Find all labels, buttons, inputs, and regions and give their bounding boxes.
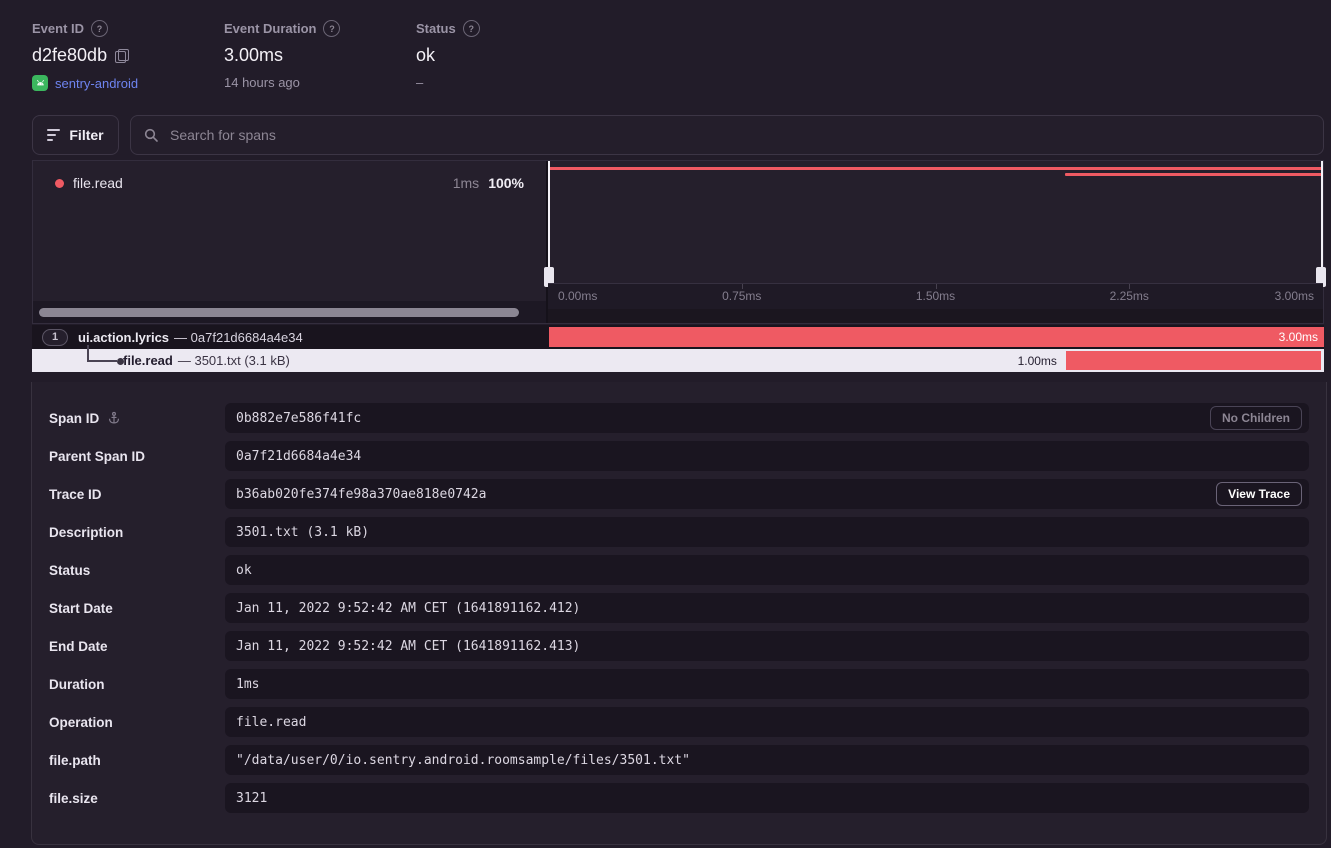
help-icon[interactable]: ?	[462, 20, 480, 37]
filter-button[interactable]: Filter	[32, 115, 119, 155]
children-count-pill[interactable]: 1	[42, 328, 68, 346]
filter-button-label: Filter	[69, 127, 104, 143]
detail-label: Description	[49, 524, 124, 540]
status-subtext: –	[416, 75, 424, 90]
trace-minimap[interactable]	[544, 161, 1326, 287]
help-icon[interactable]: ?	[91, 20, 109, 37]
operation-duration: 1ms	[452, 175, 480, 191]
filter-icon	[47, 129, 61, 141]
project-link[interactable]: sentry-android	[55, 75, 139, 91]
no-children-button: No Children	[1210, 406, 1302, 430]
span-id-suffix: — 0a7f21d6684a4e34	[174, 329, 303, 345]
detail-row-start-date: Start Date Jan 11, 2022 9:52:42 AM CET (…	[32, 589, 1326, 627]
detail-row-description: Description 3501.txt (3.1 kB)	[32, 513, 1326, 551]
operations-breakdown: file.read 1ms 100%	[33, 161, 548, 323]
detail-row-operation: Operation file.read	[32, 703, 1326, 741]
view-trace-button[interactable]: View Trace	[1216, 482, 1302, 506]
detail-label: file.size	[49, 790, 98, 806]
android-platform-icon	[32, 75, 48, 91]
help-icon[interactable]: ?	[323, 20, 341, 37]
detail-row-file-size: file.size 3121	[32, 779, 1326, 817]
operation-row[interactable]: file.read 1ms 100%	[33, 161, 546, 205]
horizontal-scrollbar	[33, 301, 546, 323]
span-description-suffix: — 3501.txt (3.1 kB)	[177, 353, 290, 368]
detail-label: Trace ID	[49, 486, 102, 502]
span-detail-panel: Span ID 0b882e7e586f41fc No Children Par…	[31, 382, 1327, 845]
anchor-icon[interactable]	[107, 411, 121, 425]
scrollbar-thumb[interactable]	[39, 307, 519, 317]
axis-tick-label: 0.75ms	[722, 289, 762, 303]
event-id-value: d2fe80db	[32, 45, 108, 65]
detail-label: End Date	[49, 638, 108, 654]
span-search-box	[130, 115, 1324, 155]
detail-label: Parent Span ID	[49, 448, 146, 464]
minimap-span-parent	[548, 167, 1323, 170]
event-id-label: Event ID	[32, 21, 85, 36]
event-duration-label: Event Duration	[224, 21, 317, 36]
detail-value: Jan 11, 2022 9:52:42 AM CET (1641891162.…	[225, 631, 1309, 661]
tree-connector	[87, 345, 124, 372]
copy-icon[interactable]	[115, 48, 130, 63]
detail-row-parent-span-id: Parent Span ID 0a7f21d6684a4e34	[32, 437, 1326, 475]
axis-tick-label: 3.00ms	[1274, 289, 1314, 303]
minimap-span-child	[1064, 173, 1323, 176]
span-op: file.read	[123, 353, 173, 368]
time-axis: 0.00ms 0.75ms 1.50ms 2.25ms 3.00ms	[548, 283, 1323, 309]
status-label: Status	[416, 21, 456, 36]
detail-value: 3121	[225, 783, 1309, 813]
detail-value: Jan 11, 2022 9:52:42 AM CET (1641891162.…	[225, 593, 1309, 623]
status-column: Status ? ok –	[416, 20, 608, 91]
operation-percent: 100%	[488, 175, 524, 191]
detail-label: file.path	[49, 752, 101, 768]
detail-label: Status	[49, 562, 91, 578]
minimap-panel: 0.00ms 0.75ms 1.50ms 2.25ms 3.00ms	[544, 161, 1326, 323]
detail-value: "/data/user/0/io.sentry.android.roomsamp…	[225, 745, 1309, 775]
axis-tick-label: 2.25ms	[1109, 289, 1149, 303]
search-icon	[144, 128, 158, 142]
span-bar-duration: 1.00ms	[1017, 353, 1057, 368]
event-age-text: 14 hours ago	[224, 75, 300, 90]
span-row-parent[interactable]: 1 ui.action.lyrics — 0a7f21d6684a4e34 3.0…	[32, 325, 1324, 349]
detail-value: file.read	[225, 707, 1309, 737]
detail-value: 0b882e7e586f41fc No Children	[225, 403, 1309, 433]
span-bar-child[interactable]	[1065, 351, 1321, 370]
event-id-column: Event ID ? d2fe80db sentry-android	[32, 20, 224, 91]
operation-name: file.read	[73, 175, 123, 191]
span-op: ui.action.lyrics	[78, 329, 170, 345]
axis-tick-label: 0.00ms	[558, 289, 598, 303]
search-input[interactable]	[168, 126, 1311, 144]
detail-value: b36ab020fe374fe98a370ae818e0742a View Tr…	[225, 479, 1309, 509]
detail-label: Operation	[49, 714, 113, 730]
detail-row-duration: Duration 1ms	[32, 665, 1326, 703]
toolbar: Filter	[32, 115, 1324, 155]
detail-row-end-date: End Date Jan 11, 2022 9:52:42 AM CET (16…	[32, 627, 1326, 665]
detail-row-status: Status ok	[32, 551, 1326, 589]
trace-overview-panel: file.read 1ms 100% 0.00ms 0.75ms 1.50ms …	[32, 160, 1326, 324]
operation-color-dot	[55, 178, 64, 188]
span-waterfall: 1 ui.action.lyrics — 0a7f21d6684a4e34 3.0…	[32, 325, 1324, 372]
span-bar-parent[interactable]: 3.00ms	[549, 327, 1324, 347]
event-header: Event ID ? d2fe80db sentry-android Event…	[0, 0, 1331, 91]
detail-label: Duration	[49, 676, 105, 692]
minimap-left-handle[interactable]	[544, 161, 554, 287]
detail-row-span-id: Span ID 0b882e7e586f41fc No Children	[32, 399, 1326, 437]
detail-label: Span ID	[49, 410, 100, 426]
detail-label: Start Date	[49, 600, 113, 616]
detail-value: ok	[225, 555, 1309, 585]
span-bar-duration: 3.00ms	[1278, 330, 1318, 344]
span-row-child-selected[interactable]: file.read — 3501.txt (3.1 kB) 1.00ms	[32, 345, 1324, 372]
axis-tick-label: 1.50ms	[915, 289, 956, 303]
status-value: ok	[416, 45, 436, 65]
detail-value: 1ms	[225, 669, 1309, 699]
detail-value: 3501.txt (3.1 kB)	[225, 517, 1309, 547]
detail-row-trace-id: Trace ID b36ab020fe374fe98a370ae818e0742…	[32, 475, 1326, 513]
event-duration-value: 3.00ms	[224, 45, 284, 65]
detail-row-file-path: file.path "/data/user/0/io.sentry.androi…	[32, 741, 1326, 779]
minimap-right-handle[interactable]	[1316, 161, 1326, 287]
event-duration-column: Event Duration ? 3.00ms 14 hours ago	[224, 20, 416, 91]
detail-value: 0a7f21d6684a4e34	[225, 441, 1309, 471]
